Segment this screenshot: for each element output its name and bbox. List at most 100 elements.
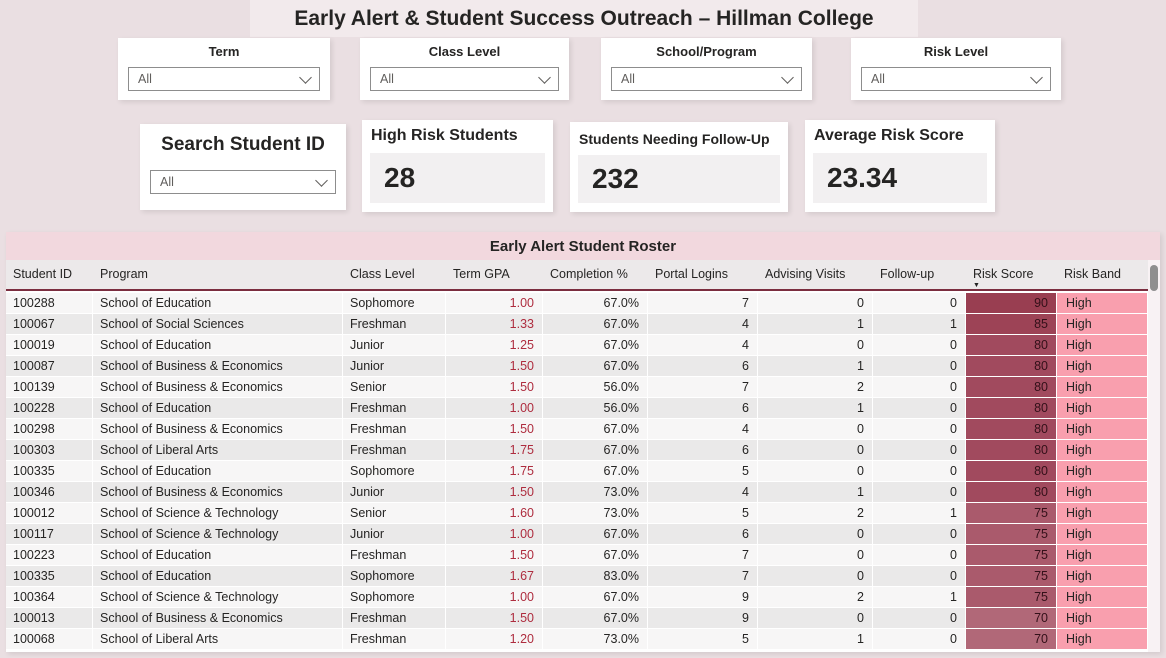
cell-portal_logins[interactable]: 6 [648,356,758,377]
cell-completion[interactable]: 73.0% [543,629,648,650]
cell-class_level[interactable]: Junior [343,482,446,503]
cell-advising_visits[interactable]: 1 [758,398,873,419]
cell-class_level[interactable]: Sophomore [343,566,446,587]
table-row[interactable]: 100335 School of Education Sophomore 1.75 67… [6,461,1148,482]
cell-risk_score[interactable]: 80 [966,335,1057,356]
cell-student_id[interactable]: 100303 [6,440,93,461]
cell-risk_band[interactable]: High [1057,608,1148,629]
cell-follow_up[interactable]: 0 [873,629,966,650]
cell-program[interactable]: School of Liberal Arts [93,629,343,650]
cell-student_id[interactable]: 100298 [6,419,93,440]
cell-program[interactable]: School of Science & Technology [93,503,343,524]
cell-risk_score[interactable]: 70 [966,629,1057,650]
table-row[interactable]: 100335 School of Education Sophomore 1.67 83… [6,566,1148,587]
cell-risk_band[interactable]: High [1057,335,1148,356]
table-row[interactable]: 100288 School of Education Sophomore 1.00 67… [6,293,1148,314]
table-row[interactable]: 100013 School of Business & Economics Fres… [6,608,1148,629]
cell-class_level[interactable]: Freshman [343,419,446,440]
cell-risk_band[interactable]: High [1057,545,1148,566]
cell-portal_logins[interactable]: 6 [648,398,758,419]
cell-advising_visits[interactable]: 0 [758,440,873,461]
vertical-scrollbar[interactable] [1148,260,1160,652]
cell-risk_band[interactable]: High [1057,587,1148,608]
cell-program[interactable]: School of Business & Economics [93,482,343,503]
cell-portal_logins[interactable]: 7 [648,377,758,398]
cell-term_gpa[interactable]: 1.75 [446,440,543,461]
cell-risk_band[interactable]: High [1057,524,1148,545]
cell-risk_score[interactable]: 75 [966,524,1057,545]
cell-follow_up[interactable]: 0 [873,566,966,587]
cell-student_id[interactable]: 100068 [6,629,93,650]
cell-term_gpa[interactable]: 1.25 [446,335,543,356]
cell-risk_band[interactable]: High [1057,461,1148,482]
cell-portal_logins[interactable]: 4 [648,482,758,503]
table-row[interactable]: 100087 School of Business & Economics Juni… [6,356,1148,377]
column-header-student_id[interactable]: Student ID [6,260,93,289]
cell-term_gpa[interactable]: 1.50 [446,377,543,398]
cell-risk_band[interactable]: High [1057,419,1148,440]
cell-risk_band[interactable]: High [1057,293,1148,314]
cell-portal_logins[interactable]: 6 [648,524,758,545]
cell-risk_band[interactable]: High [1057,356,1148,377]
table-row[interactable]: 100364 School of Science & Technology Soph… [6,587,1148,608]
cell-class_level[interactable]: Freshman [343,629,446,650]
cell-risk_score[interactable]: 85 [966,314,1057,335]
cell-risk_score[interactable]: 80 [966,377,1057,398]
cell-program[interactable]: School of Social Sciences [93,314,343,335]
cell-program[interactable]: School of Education [93,566,343,587]
cell-program[interactable]: School of Education [93,398,343,419]
cell-completion[interactable]: 73.0% [543,503,648,524]
cell-student_id[interactable]: 100087 [6,356,93,377]
cell-risk_band[interactable]: High [1057,377,1148,398]
cell-term_gpa[interactable]: 1.50 [446,545,543,566]
cell-risk_score[interactable]: 80 [966,461,1057,482]
cell-class_level[interactable]: Senior [343,503,446,524]
cell-class_level[interactable]: Sophomore [343,293,446,314]
cell-term_gpa[interactable]: 1.60 [446,503,543,524]
cell-risk_band[interactable]: High [1057,398,1148,419]
column-header-program[interactable]: Program [93,260,343,289]
cell-portal_logins[interactable]: 9 [648,587,758,608]
cell-program[interactable]: School of Business & Economics [93,419,343,440]
table-row[interactable]: 100012 School of Science & Technology Seni… [6,503,1148,524]
table-row[interactable]: 100346 School of Business & Economics Juni… [6,482,1148,503]
cell-completion[interactable]: 67.0% [543,461,648,482]
cell-student_id[interactable]: 100288 [6,293,93,314]
cell-completion[interactable]: 67.0% [543,608,648,629]
cell-class_level[interactable]: Junior [343,524,446,545]
cell-term_gpa[interactable]: 1.33 [446,314,543,335]
cell-completion[interactable]: 67.0% [543,335,648,356]
cell-completion[interactable]: 67.0% [543,440,648,461]
school-program-filter-dropdown[interactable]: All [611,67,802,91]
cell-student_id[interactable]: 100335 [6,461,93,482]
cell-advising_visits[interactable]: 1 [758,356,873,377]
column-header-risk_band[interactable]: Risk Band [1057,260,1148,289]
cell-student_id[interactable]: 100013 [6,608,93,629]
cell-risk_band[interactable]: High [1057,629,1148,650]
cell-follow_up[interactable]: 1 [873,314,966,335]
table-row[interactable]: 100298 School of Business & Economics Fres… [6,419,1148,440]
column-header-follow_up[interactable]: Follow-up [873,260,966,289]
column-header-risk_score[interactable]: Risk Score ▼ [966,260,1057,289]
class-level-filter-dropdown[interactable]: All [370,67,559,91]
cell-risk_band[interactable]: High [1057,566,1148,587]
cell-class_level[interactable]: Freshman [343,545,446,566]
cell-student_id[interactable]: 100012 [6,503,93,524]
column-header-advising_visits[interactable]: Advising Visits [758,260,873,289]
cell-risk_score[interactable]: 75 [966,545,1057,566]
cell-follow_up[interactable]: 0 [873,482,966,503]
column-header-completion[interactable]: Completion % [543,260,648,289]
cell-completion[interactable]: 67.0% [543,356,648,377]
cell-portal_logins[interactable]: 7 [648,545,758,566]
cell-term_gpa[interactable]: 1.75 [446,461,543,482]
cell-program[interactable]: School of Business & Economics [93,608,343,629]
cell-program[interactable]: School of Education [93,293,343,314]
column-header-portal_logins[interactable]: Portal Logins [648,260,758,289]
cell-follow_up[interactable]: 0 [873,398,966,419]
cell-risk_score[interactable]: 80 [966,419,1057,440]
cell-risk_band[interactable]: High [1057,503,1148,524]
cell-program[interactable]: School of Science & Technology [93,524,343,545]
cell-advising_visits[interactable]: 1 [758,482,873,503]
table-row[interactable]: 100067 School of Social Sciences Freshman 1… [6,314,1148,335]
cell-student_id[interactable]: 100019 [6,335,93,356]
